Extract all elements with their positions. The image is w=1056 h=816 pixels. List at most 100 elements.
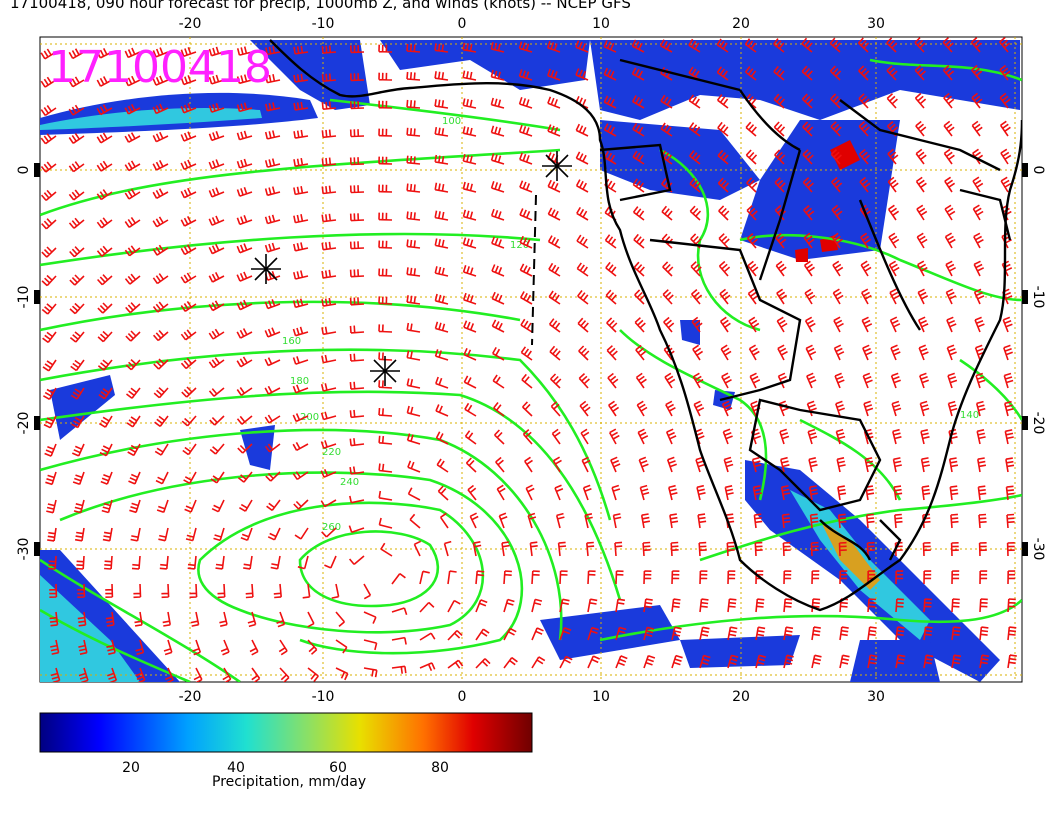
wind-barb xyxy=(863,428,874,445)
wind-barb xyxy=(491,319,505,333)
wind-barb xyxy=(152,329,169,342)
wind-barb xyxy=(320,468,337,478)
wind-barb xyxy=(307,639,318,655)
wind-barb xyxy=(419,662,436,672)
wind-barb xyxy=(126,387,141,399)
wind-barb xyxy=(152,47,169,58)
wind-barb xyxy=(809,513,819,529)
wind-barb xyxy=(124,216,141,228)
wind-barb xyxy=(292,471,309,481)
wind-barb xyxy=(439,512,449,529)
wind-barb xyxy=(266,499,281,512)
wind-barb xyxy=(464,402,477,417)
wind-barb xyxy=(582,484,592,501)
wind-barb xyxy=(783,598,793,613)
wind-barb xyxy=(321,213,337,223)
wind-barb xyxy=(41,218,57,230)
wind-barb xyxy=(472,541,482,557)
wind-barb xyxy=(945,260,956,277)
wind-barb xyxy=(494,429,505,445)
wind-barb xyxy=(434,182,449,193)
wind-barb xyxy=(886,120,899,137)
wind-barb xyxy=(320,499,337,508)
wind-barb xyxy=(839,570,848,585)
wind-barb xyxy=(40,189,57,202)
wind-barb xyxy=(889,288,900,305)
wind-barb xyxy=(436,458,449,473)
wind-barb xyxy=(547,207,561,221)
wind-barb xyxy=(944,176,956,193)
wind-barb xyxy=(914,65,926,81)
wind-barb xyxy=(104,555,113,570)
wind-barb xyxy=(68,76,85,88)
wind-barb xyxy=(745,149,758,165)
wind-barb-field xyxy=(40,37,1017,682)
wind-barb xyxy=(43,387,57,400)
wind-barb xyxy=(717,177,730,193)
wind-barb xyxy=(348,525,365,533)
wind-barb xyxy=(124,132,141,143)
wind-barb xyxy=(642,541,651,557)
wind-barb xyxy=(68,217,85,229)
wind-barb xyxy=(245,583,254,599)
wind-barb xyxy=(40,105,57,117)
wind-barb xyxy=(697,513,707,529)
wind-barb xyxy=(68,104,85,116)
y-tick-label: -30 xyxy=(16,538,32,561)
wind-barb xyxy=(491,291,505,305)
wind-barb xyxy=(321,269,337,279)
wind-barb xyxy=(833,316,844,333)
wind-barb xyxy=(893,485,903,501)
wind-barb xyxy=(462,181,477,193)
wind-barb xyxy=(264,357,281,367)
wind-barb xyxy=(559,570,568,585)
contour-label: 220 xyxy=(322,447,341,458)
wind-barb xyxy=(320,440,337,449)
wind-barb xyxy=(68,189,85,201)
contour-label: 140 xyxy=(960,410,979,421)
wind-barb xyxy=(554,484,564,501)
wind-barb xyxy=(671,626,682,641)
wind-barb xyxy=(321,129,337,139)
wind-barb xyxy=(579,400,591,417)
wind-barb xyxy=(391,665,407,674)
wind-barb xyxy=(695,456,706,473)
wind-barb xyxy=(857,37,870,53)
wind-barb xyxy=(608,400,620,417)
wind-barb xyxy=(727,654,739,669)
wind-barb xyxy=(40,133,57,145)
wind-barb xyxy=(518,41,533,53)
wind-barb xyxy=(864,457,874,473)
wind-barb xyxy=(773,93,785,109)
wind-barb xyxy=(134,611,143,627)
wind-barb xyxy=(1007,570,1016,585)
wind-barb xyxy=(867,626,877,641)
wind-barb xyxy=(406,322,421,333)
wind-barb xyxy=(547,152,561,165)
wind-barb xyxy=(278,639,288,656)
wind-barb xyxy=(974,344,985,361)
wind-barb xyxy=(180,357,197,370)
pressure-center-markers xyxy=(251,151,572,386)
wind-barb xyxy=(774,177,786,193)
wind-barb xyxy=(776,288,788,305)
wind-barb xyxy=(41,303,57,315)
wind-barb xyxy=(96,76,113,87)
wind-barb xyxy=(124,245,141,257)
wind-barb xyxy=(665,428,677,445)
wind-barb xyxy=(238,499,253,512)
wind-barb xyxy=(699,626,710,641)
wind-barb xyxy=(406,295,421,305)
wind-barb xyxy=(276,611,286,628)
wind-barb xyxy=(640,513,651,529)
wind-barb xyxy=(858,148,871,165)
wind-barb xyxy=(161,583,170,599)
wind-barb xyxy=(74,527,85,542)
wind-barb xyxy=(971,92,983,109)
wind-barb xyxy=(518,69,533,81)
wind-barb xyxy=(265,74,281,84)
wind-barb xyxy=(775,260,787,277)
wind-barb xyxy=(783,570,792,585)
wind-barb xyxy=(293,73,309,83)
x-tick-label-top: 20 xyxy=(732,16,750,32)
